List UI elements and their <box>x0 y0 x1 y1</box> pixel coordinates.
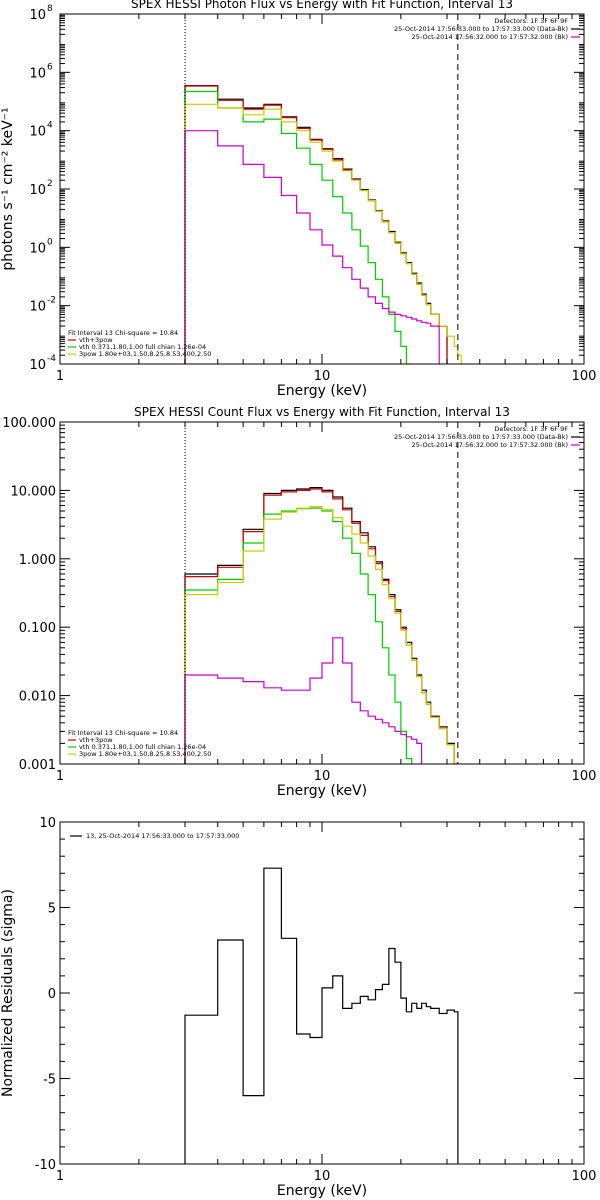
y-tick-label: 0.010 <box>19 690 56 705</box>
y-tick-label: 10 <box>39 816 56 831</box>
y-tick-label: 10 <box>29 183 46 198</box>
y-tick-exponent: 2 <box>47 179 53 189</box>
series-line-0 <box>184 867 459 1164</box>
x-axis-title: Energy (keV) <box>277 1183 367 1199</box>
y-tick-exponent: 0 <box>47 237 53 247</box>
y-tick-label: 10 <box>29 300 46 315</box>
y-tick-label: -10 <box>35 1158 56 1173</box>
info-text: 25-Oct-2014 17:56:32.000 to 17:57:32.000… <box>412 33 568 41</box>
y-tick-label: 5 <box>48 902 56 917</box>
y-tick-label: 10.000 <box>11 484 57 499</box>
legend-entry: 3pow 1.80e+03,1.50,8.25,8.53,400,2.50 <box>79 750 211 758</box>
y-tick-label: 1.000 <box>19 553 56 568</box>
series-line-1 <box>184 85 448 364</box>
x-tick-label: 100 <box>572 1169 597 1184</box>
x-tick-label: 10 <box>314 369 331 384</box>
y-tick-label: 10 <box>29 66 46 81</box>
series-line-0 <box>184 85 448 364</box>
y-axis-title: Normalized Residuals (sigma) <box>0 889 16 1097</box>
legend-entry: vth+3pow <box>79 336 113 344</box>
info-text: 25-Oct-2014 17:56:33.000 to 17:57:33.000… <box>394 433 568 441</box>
chart-title: SPEX HESSI Count Flux vs Energy with Fit… <box>134 405 510 419</box>
x-tick-label: 10 <box>314 769 331 784</box>
series-line-3 <box>184 506 458 764</box>
y-tick-exponent: 8 <box>47 4 53 14</box>
x-tick-label: 1 <box>56 1169 64 1184</box>
y-tick-label: 0.100 <box>19 621 56 636</box>
y-tick-exponent: 6 <box>47 62 53 72</box>
series-line-1 <box>184 488 458 764</box>
y-tick-label: 10 <box>29 241 46 256</box>
plot-frame <box>59 13 585 365</box>
y-tick-label: 10 <box>29 358 46 373</box>
x-tick-label: 1 <box>56 369 64 384</box>
chart-title: SPEX HESSI Photon Flux vs Energy with Fi… <box>131 0 513 11</box>
info-text: Detectors: 1F 3F 6F 9F <box>494 17 568 25</box>
y-tick-label: 0.001 <box>19 758 56 773</box>
info-text: 25-Oct-2014 17:56:33.000 to 17:57:33.000… <box>394 25 568 33</box>
series-line-2 <box>184 90 412 364</box>
plot-frame <box>59 421 585 765</box>
series-line-0 <box>184 487 458 764</box>
y-tick-exponent: 4 <box>47 121 53 131</box>
info-text: 25-Oct-2014 17:56:32.000 to 17:57:32.000… <box>412 441 568 449</box>
y-tick-label: 0 <box>48 987 56 1002</box>
y-tick-label: -5 <box>43 1073 56 1088</box>
series-line-3 <box>184 103 468 364</box>
y-axis-title: photons s⁻¹ cm⁻² keV⁻¹ <box>0 107 16 270</box>
legend-entry: vth 0.371,1.80,1.00 full chian 1.26e-04 <box>79 343 206 351</box>
legend-entry: Fit Interval 13 Chi-square = 10.84 <box>68 329 178 337</box>
y-tick-exponent: -2 <box>47 296 56 306</box>
x-tick-label: 100 <box>572 769 597 784</box>
count-flux-chart: SPEX HESSI Count Flux vs Energy with Fit… <box>2 405 597 799</box>
x-axis-title: Energy (keV) <box>277 783 367 799</box>
x-tick-label: 10 <box>314 1169 331 1184</box>
y-tick-exponent: -4 <box>47 354 56 364</box>
legend-entry: vth 0.371,1.80,1.00 full chian 1.26e-04 <box>79 743 206 751</box>
y-tick-label: 100.000 <box>2 416 56 431</box>
series-line-2 <box>184 507 423 764</box>
series-line-4 <box>184 637 423 764</box>
legend-entry: vth+3pow <box>79 736 113 744</box>
series-line-4 <box>184 130 440 364</box>
x-axis-title: Energy (keV) <box>277 383 367 399</box>
legend-entry: Fit Interval 13 Chi-square = 10.84 <box>68 729 178 737</box>
x-tick-label: 100 <box>572 369 597 384</box>
y-tick-label: 10 <box>29 125 46 140</box>
photon-flux-chart: SPEX HESSI Photon Flux vs Energy with Fi… <box>0 0 597 399</box>
legend-entry: 3pow 1.80e+03,1.50,8.25,8.53,400,2.50 <box>79 350 211 358</box>
x-tick-label: 1 <box>56 769 64 784</box>
legend-entry: 13, 25-Oct-2014 17:56:33.000 to 17:57:33… <box>86 832 239 840</box>
y-tick-label: 10 <box>29 8 46 23</box>
info-text: Detectors: 1F 3F 6F 9F <box>494 425 568 433</box>
